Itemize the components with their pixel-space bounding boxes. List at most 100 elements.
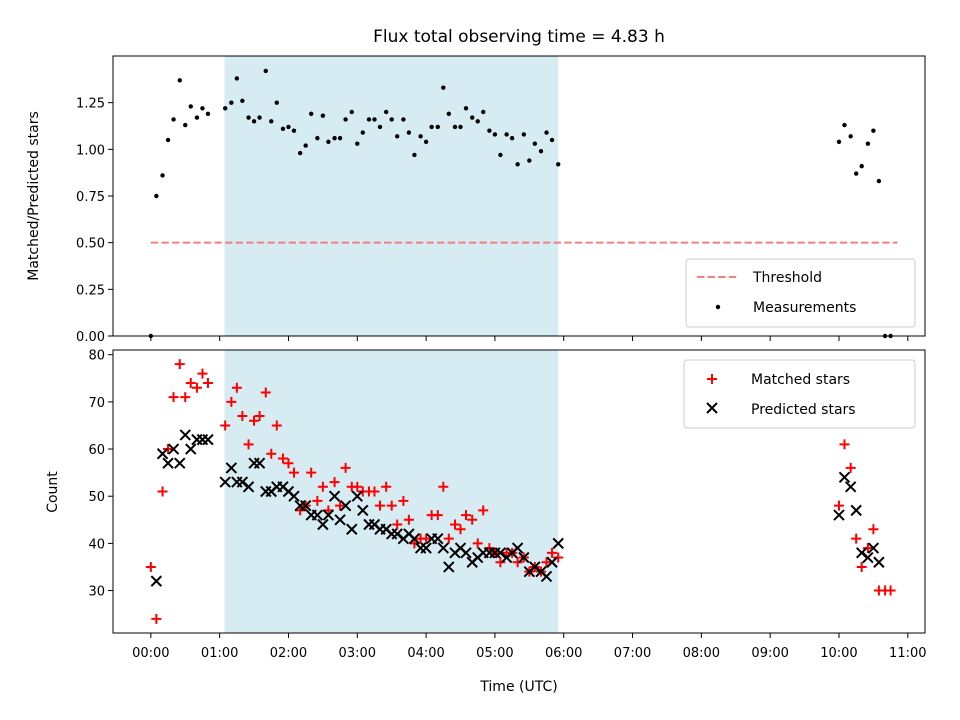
x-tick-label: 08:00 (683, 646, 720, 661)
measurement-point (332, 135, 337, 141)
bottom-shaded-region (224, 350, 559, 633)
predicted-star-point (862, 551, 874, 564)
matched-star-point (432, 510, 443, 521)
measurement-point (504, 132, 509, 137)
matched-star-point (277, 453, 288, 464)
measurement-point (308, 111, 314, 117)
measurement-point (234, 76, 240, 81)
measurement-point (194, 115, 200, 120)
matched-star-point (398, 495, 409, 506)
predicted-star-point (219, 476, 231, 488)
matched-star-point (845, 462, 856, 473)
bottom-y-tick-label: 40 (88, 537, 105, 552)
bottom-y-tick-label: 60 (88, 443, 105, 458)
legend-threshold-label: Threshold (752, 270, 822, 286)
predicted-star-point (328, 490, 341, 502)
measurement-point (355, 141, 360, 146)
matched-star-point (317, 481, 328, 492)
bottom-y-axis-label: Count (45, 471, 61, 513)
matched-star-point (163, 444, 174, 455)
matched-star-point (260, 387, 271, 398)
predicted-star-point (162, 457, 174, 469)
predicted-star-point (420, 542, 432, 554)
predicted-star-point (156, 448, 169, 460)
measurement-point (188, 104, 193, 109)
measurement-point (492, 132, 498, 137)
measurement-point (269, 119, 274, 124)
predicted-star-point (511, 542, 524, 554)
top-y-tick-label: 1.00 (76, 143, 105, 158)
predicted-star-point (202, 433, 214, 446)
top-legend: Threshold Measurements (685, 258, 916, 328)
predicted-star-point (529, 561, 541, 573)
top-y-ticks: 0.00 0.25 0.50 0.75 1.00 1.25 (76, 97, 113, 345)
legend-matched-swatch (707, 374, 717, 384)
matched-star-point (168, 392, 179, 403)
matched-star-point (191, 382, 202, 393)
measurement-point (389, 117, 394, 122)
measurement-point (538, 149, 544, 154)
predicted-star-point (408, 532, 421, 545)
bottom-legend: Matched stars Predicted stars (683, 359, 916, 429)
measurement-point (406, 130, 412, 135)
predicted-star-point (288, 490, 300, 502)
matched-star-point (833, 500, 844, 511)
measurement-point (291, 128, 297, 133)
bottom-x-ticks: 00:00 01:00 02:00 03:00 04:00 05:00 06:00 07:00… (132, 633, 927, 661)
predicted-star-point (185, 443, 197, 455)
measurement-point (229, 100, 234, 105)
measurement-point (435, 124, 440, 130)
measurement-point (475, 119, 480, 124)
matched-star-point (461, 510, 472, 521)
matched-star-point (151, 613, 162, 624)
predicted-star-point (867, 542, 880, 554)
legend-matched-label: Matched stars (751, 372, 850, 388)
matched-star-point (839, 439, 850, 450)
measurement-point (240, 98, 245, 104)
measurement-point (487, 128, 492, 133)
predicted-star-point (494, 547, 507, 559)
predicted-star-point (518, 551, 530, 564)
measurement-point (859, 163, 864, 169)
top-y-tick-label: 0.25 (76, 283, 105, 298)
predicted-star-point (844, 481, 857, 493)
measurement-point (515, 162, 520, 167)
top-x-ticks (150, 336, 909, 341)
matched-star-point (392, 519, 403, 530)
predicted-star-point (311, 509, 324, 521)
matched-star-point (306, 467, 317, 478)
matched-star-point (352, 481, 363, 492)
matched-star-point (243, 439, 254, 450)
predicted-star-point (437, 542, 450, 554)
predicted-star-point (339, 499, 352, 512)
predicted-star-point (236, 476, 249, 488)
predicted-star-point (357, 504, 369, 517)
measurement-point (871, 128, 876, 133)
measurement-point (286, 124, 291, 130)
measurement-point (395, 134, 400, 139)
matched-star-point (185, 378, 196, 389)
measurement-point (429, 124, 434, 130)
measurement-point (876, 178, 882, 184)
predicted-star-point (546, 556, 558, 568)
bottom-legend-box (683, 359, 916, 429)
matched-star-point (455, 524, 466, 535)
measurement-point (263, 68, 268, 74)
measurement-point (165, 137, 171, 143)
measurement-point (383, 109, 389, 115)
measurement-point (498, 152, 503, 158)
x-tick-label: 10:00 (820, 646, 857, 661)
predicted-star-point (833, 509, 845, 521)
measurement-point (865, 141, 871, 146)
measurement-point (320, 113, 326, 118)
bottom-y-tick-label: 50 (88, 490, 105, 505)
matched-star-point (329, 477, 340, 488)
measurement-point (452, 124, 458, 130)
matched-star-point (157, 486, 168, 497)
matched-star-point (472, 538, 483, 549)
measurement-point (251, 119, 257, 124)
bottom-y-tick-label: 30 (88, 585, 105, 600)
measurement-point (160, 173, 165, 178)
predicted-star-point (443, 561, 455, 573)
predicted-star-point (838, 471, 851, 484)
